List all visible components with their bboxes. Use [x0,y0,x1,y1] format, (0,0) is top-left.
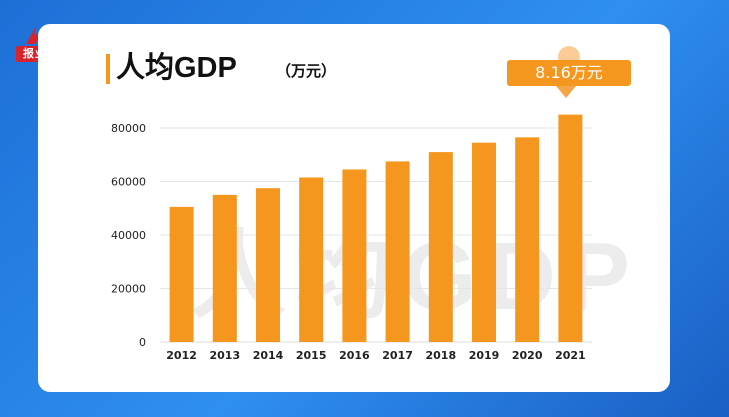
bar-2015 [299,177,324,342]
bar-2021 [558,114,583,342]
bar-2012 [169,206,194,342]
bar-2019 [472,142,496,342]
x-tick-label: 2015 [296,349,327,362]
y-tick-label: 40000 [111,229,146,242]
x-tick-label: 2018 [425,349,456,362]
x-tick-label: 2019 [469,349,500,362]
y-tick-label: 80000 [111,122,146,135]
x-tick-label: 2021 [555,349,586,362]
callout-arrow-icon [556,86,576,98]
x-tick-label: 2012 [166,349,197,362]
title-accent-bar [106,54,110,84]
value-callout: 8.16万元 [507,60,631,86]
bar-2013 [212,194,237,342]
y-tick-label: 0 [139,336,146,349]
x-tick-label: 2020 [512,349,543,362]
bar-2016 [342,169,367,342]
bar-2017 [385,161,410,342]
x-tick-label: 2017 [382,349,413,362]
bar-2018 [428,152,453,342]
y-tick-label: 60000 [111,176,146,189]
x-tick-label: 2016 [339,349,370,362]
x-tick-label: 2013 [209,349,240,362]
bar-2020 [515,137,540,342]
y-tick-label: 20000 [111,283,146,296]
flame-icon [26,26,44,44]
x-tick-label: 2014 [253,349,284,362]
page-title: 人均GDP [116,52,237,84]
bar-2014 [256,188,280,342]
title-unit: （万元） [276,62,337,80]
